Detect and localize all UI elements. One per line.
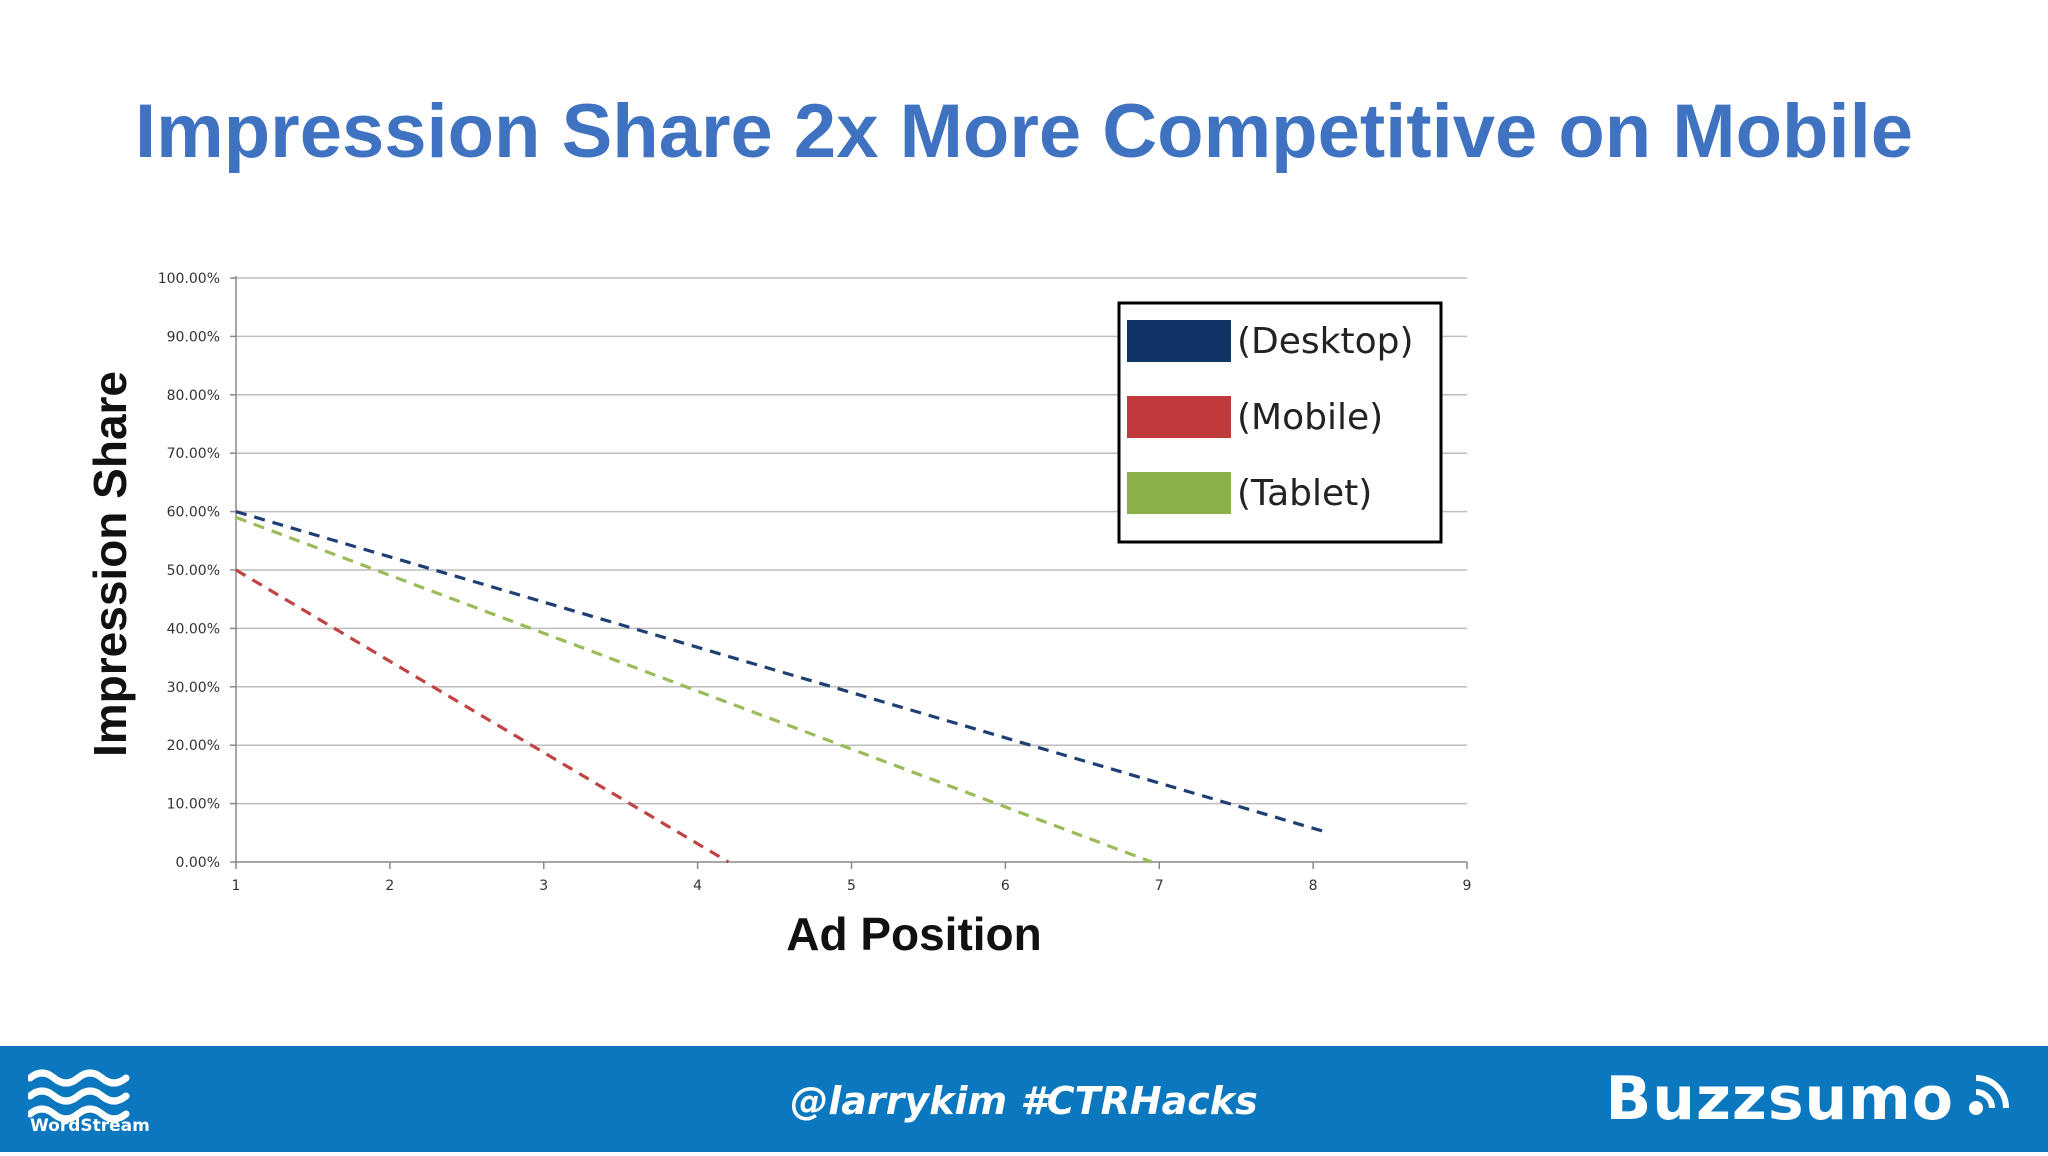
x-tick-label: 4 — [693, 878, 702, 894]
y-tick-label: 80.00% — [167, 388, 220, 404]
series-line-tablet — [235, 515, 1153, 864]
y-tick-label: 20.00% — [167, 738, 220, 754]
legend-swatch — [1127, 320, 1231, 362]
buzzsumo-logo-text: Buzzsumo — [1605, 1064, 1954, 1134]
buzzsumo-logo: Buzzsumo — [1606, 1064, 1954, 1134]
y-tick-labels: 0.00% 10.00% 20.00% 30.00% 40.00% 50.00% 60.00… — [158, 271, 220, 871]
series-line-mobile — [235, 568, 730, 864]
x-tick-label: 8 — [1309, 878, 1318, 894]
series-line-desktop — [235, 510, 1329, 835]
y-tick-label: 100.00% — [158, 271, 220, 287]
wordstream-logo-text: WordStream — [30, 1116, 150, 1136]
wordstream-wave-icon — [28, 1069, 130, 1123]
y-tick-label: 10.00% — [167, 797, 220, 813]
footer-handle: @larrykim #CTRHacks — [790, 1079, 1258, 1123]
y-tick-label: 70.00% — [167, 446, 220, 462]
broadcast-waves-icon — [1969, 1075, 2009, 1115]
impression-share-chart: 0.00% 10.00% 20.00% 30.00% 40.00% 50.00% 60.00… — [84, 271, 1472, 960]
x-axis-title: Ad Position — [786, 908, 1042, 960]
legend-label: (Tablet) — [1237, 473, 1372, 514]
slide-title: Impression Share 2x More Competitive on … — [135, 89, 1913, 174]
chart-legend: (Desktop) (Mobile) (Tablet) — [1117, 301, 1443, 544]
x-tick-label: 3 — [539, 878, 548, 894]
footer-bar: WordStream @larrykim #CTRHacks Buzzsumo — [0, 1046, 2048, 1152]
y-tick-label: 90.00% — [167, 329, 220, 345]
x-tick-labels: 1 2 3 4 5 6 7 8 9 — [232, 878, 1472, 894]
legend-swatch — [1127, 396, 1231, 438]
x-tick-label: 6 — [1001, 878, 1010, 894]
y-tick-label: 40.00% — [167, 621, 220, 637]
x-tick-label: 2 — [385, 878, 394, 894]
axes — [230, 276, 1468, 869]
legend-label: (Mobile) — [1237, 397, 1383, 438]
x-tick-label: 7 — [1155, 878, 1164, 894]
y-axis-title: Impression Share — [84, 371, 136, 757]
series-lines — [235, 510, 1329, 864]
legend-swatch — [1127, 472, 1231, 514]
y-tick-label: 30.00% — [167, 680, 220, 696]
x-tick-label: 5 — [847, 878, 856, 894]
y-tick-label: 60.00% — [167, 505, 220, 521]
x-tick-label: 1 — [232, 878, 241, 894]
y-tick-label: 0.00% — [176, 855, 220, 871]
legend-label: (Desktop) — [1237, 321, 1414, 362]
y-tick-label: 50.00% — [167, 563, 220, 579]
x-tick-label: 9 — [1463, 878, 1472, 894]
